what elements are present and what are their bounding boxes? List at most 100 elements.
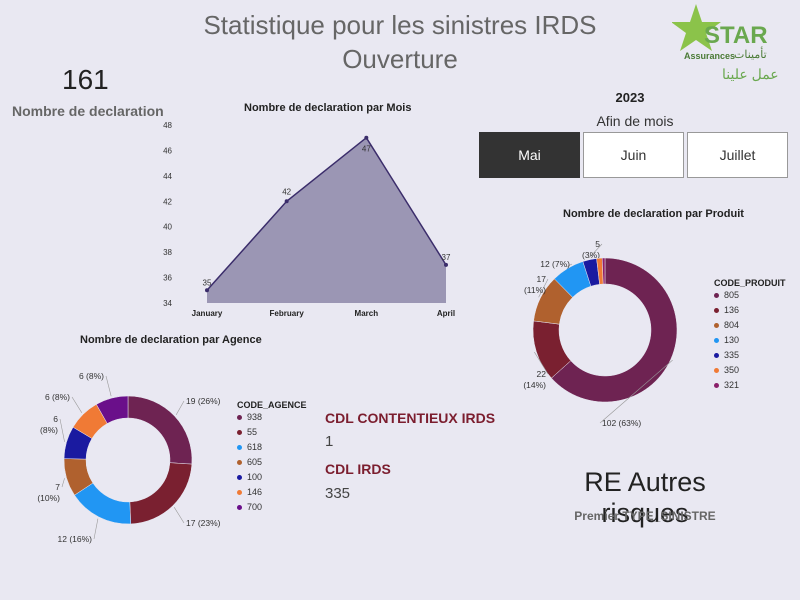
- area-fill: [207, 137, 446, 303]
- agence-leader-938: [175, 400, 185, 416]
- agence-data-label-700: 6 (8%): [79, 371, 104, 381]
- produit-legend-label-350: 350: [724, 365, 740, 375]
- produit-legend-swatch-136: [714, 307, 719, 313]
- produit-legend-swatch-321: [714, 382, 719, 388]
- produit-legend-swatch-350: [714, 367, 719, 373]
- produit-donut-chart: 102 (63%) 22 (14%) 17 (11%) 12 (7%) 5 (3%): [523, 239, 678, 428]
- area-line: [206, 136, 447, 291]
- produit-legend-label-805: 805: [724, 290, 740, 300]
- period-option-juillet[interactable]: Juillet: [687, 132, 788, 178]
- period-option-mai[interactable]: Mai: [479, 132, 580, 178]
- produit-data-label-335: 5 (3%): [582, 239, 600, 260]
- produit-chart-title: Nombre de declaration par Produit: [563, 208, 744, 220]
- produit-data-label-130: 12 (7%): [540, 259, 570, 269]
- agence-data-label-618: 12 (16%): [58, 534, 93, 544]
- agence-slice-938[interactable]: [127, 395, 193, 465]
- logo-arabic-top: تأمينات: [734, 49, 767, 61]
- agence-chart-title: Nombre de declaration par Agence: [80, 334, 262, 346]
- point-april[interactable]: [444, 262, 448, 267]
- x-tick-january: January: [192, 309, 223, 318]
- contentieux-label: CDL CONTENTIEUX IRDS: [325, 410, 496, 426]
- y-tick-48: 48: [163, 121, 172, 130]
- data-label-february: 42: [282, 187, 291, 196]
- agence-legend-swatch-55: [237, 429, 242, 435]
- produit-slice-321[interactable]: [601, 257, 606, 285]
- produit-legend-item-805[interactable]: 805: [714, 290, 739, 300]
- agence-legend-label-146: 146: [247, 487, 263, 497]
- agence-legend-item-100[interactable]: 100: [237, 472, 262, 482]
- agence-data-label-55: 17 (23%): [186, 518, 221, 528]
- agence-legend-item-605[interactable]: 605: [237, 457, 262, 467]
- x-tick-march: March: [355, 309, 379, 318]
- agence-slice-700[interactable]: [96, 395, 129, 424]
- agence-data-label-605: 7 (10%): [37, 482, 60, 503]
- cdl-irds-value: 335: [325, 485, 351, 502]
- agence-legend-swatch-100: [237, 474, 242, 480]
- y-tick-38: 38: [163, 248, 172, 257]
- type-sinistre-value: RE Autres risques: [584, 467, 706, 528]
- agence-legend-label-938: 938: [247, 412, 263, 422]
- produit-legend-title: CODE_PRODUIT: [714, 278, 786, 288]
- produit-leader-804: [538, 278, 549, 298]
- produit-legend-item-350[interactable]: 350: [714, 365, 739, 375]
- produit-leader-130: [566, 263, 573, 268]
- x-tick-april: April: [437, 309, 455, 318]
- agence-legend-item-618[interactable]: 618: [237, 442, 262, 452]
- produit-legend-item-130[interactable]: 130: [714, 335, 739, 345]
- agence-legend-swatch-700: [237, 504, 242, 510]
- produit-legend-item-136[interactable]: 136: [714, 305, 739, 315]
- y-tick-34: 34: [163, 299, 172, 308]
- agence-data-label-938: 19 (26%): [186, 396, 221, 406]
- agence-leader-700: [105, 375, 112, 397]
- produit-legend-swatch-335: [714, 352, 719, 358]
- produit-legend-label-804: 804: [724, 320, 740, 330]
- point-february[interactable]: [284, 199, 289, 204]
- produit-slice-805[interactable]: [551, 257, 678, 403]
- data-label-april: 37: [442, 253, 451, 262]
- agence-data-label-100: 6 (8%): [40, 414, 58, 435]
- agence-leader-618: [93, 518, 99, 540]
- kpi-label: Nombre de declaration: [12, 103, 164, 119]
- x-tick-february: February: [270, 309, 305, 318]
- agence-slice-55[interactable]: [129, 462, 193, 525]
- page-title: Statistique pour les sinistres IRDS Ouve…: [180, 8, 620, 76]
- kpi-value: 161: [62, 64, 109, 95]
- produit-legend-swatch-805: [714, 292, 719, 298]
- produit-leader-136: [534, 351, 549, 375]
- agence-leader-605: [61, 478, 65, 488]
- star-logo-icon: [671, 4, 721, 51]
- area-chart: 34 36 38 40 42 44 46 48 35 January 42 February 47 Mar…: [163, 121, 455, 318]
- agence-legend-item-146[interactable]: 146: [237, 487, 262, 497]
- point-january[interactable]: [205, 288, 209, 293]
- produit-legend-label-321: 321: [724, 380, 740, 390]
- produit-legend-item-335[interactable]: 335: [714, 350, 739, 360]
- produit-legend-item-321[interactable]: 321: [714, 380, 739, 390]
- agence-legend-item-938[interactable]: 938: [237, 412, 262, 422]
- logo-brand: STAR: [704, 22, 768, 49]
- agence-legend-item-55[interactable]: 55: [237, 427, 257, 437]
- contentieux-value: 1: [325, 433, 334, 450]
- logo-tagline: Assurances: [684, 51, 736, 61]
- agence-legend-label-55: 55: [247, 427, 258, 437]
- period-filter-label: Afin de mois: [596, 113, 674, 129]
- agence-legend-title: CODE_AGENCE: [237, 400, 307, 410]
- produit-data-label-805: 102 (63%): [602, 418, 641, 428]
- produit-legend-swatch-130: [714, 337, 719, 343]
- agence-legend-label-618: 618: [247, 442, 263, 452]
- agence-leader-146: [71, 396, 83, 413]
- point-march[interactable]: [364, 135, 369, 140]
- agence-leader-100: [59, 418, 65, 442]
- y-tick-46: 46: [163, 146, 172, 155]
- agence-legend-item-700[interactable]: 700: [237, 502, 262, 512]
- agence-legend-label-700: 700: [247, 502, 263, 512]
- page-title-line-1: Statistique pour les sinistres IRDS: [203, 10, 597, 40]
- y-tick-40: 40: [163, 223, 172, 232]
- agence-legend-swatch-146: [237, 489, 242, 495]
- produit-data-label-804: 17 (11%): [524, 274, 546, 295]
- period-option-juin[interactable]: Juin: [583, 132, 684, 178]
- produit-leader-805: [599, 359, 673, 424]
- cdl-irds-label: CDL IRDS: [325, 461, 391, 477]
- area-chart-title: Nombre de declaration par Mois: [244, 102, 412, 114]
- produit-legend-item-804[interactable]: 804: [714, 320, 739, 330]
- type-sinistre-label: Premier TYPE_SINISTRE: [574, 509, 716, 523]
